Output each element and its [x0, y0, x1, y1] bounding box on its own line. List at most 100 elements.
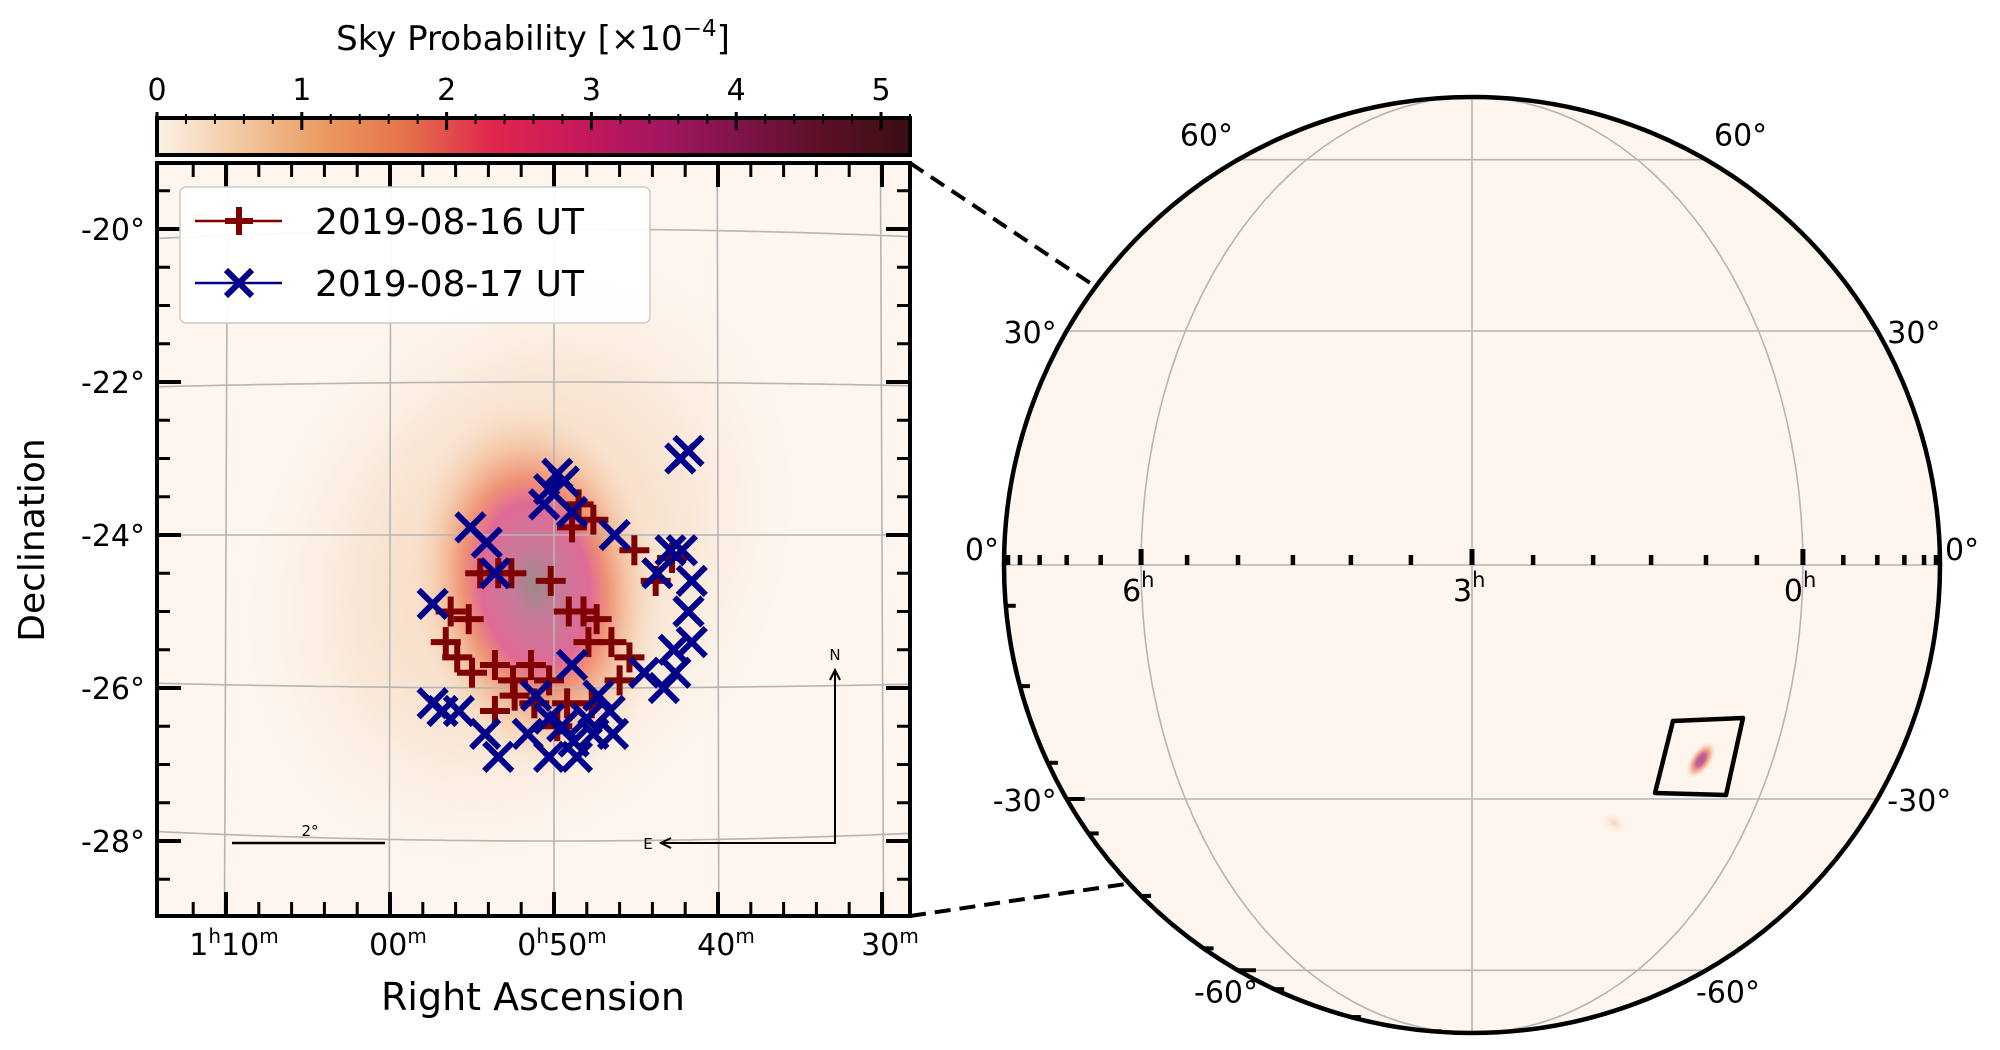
x-tick-label: 40m [697, 924, 755, 963]
x-marker [654, 534, 687, 567]
x-tick-minute-unit: m [587, 924, 606, 948]
x-tick-minute: 10 [221, 928, 259, 963]
globe-lat-label: -30° [1887, 784, 1951, 819]
globe-lat-label: 30° [1887, 316, 1940, 351]
x-marker [519, 679, 553, 712]
x-marker-b [532, 740, 566, 773]
x-tick-hour-unit: h [536, 924, 549, 948]
x-marker [468, 717, 502, 751]
y-axis-label: Declination [12, 438, 53, 642]
compass: N E [643, 646, 841, 853]
x-marker [478, 557, 512, 590]
x-marker-b [672, 595, 705, 628]
x-marker-b [654, 534, 687, 567]
ra-gridline [879, 165, 885, 914]
colorbar: Sky Probability [×10−4] 0 1 2 3 4 5 [147, 16, 912, 157]
globe-equator-ticks [1004, 549, 1940, 565]
x-marker-b [478, 557, 512, 590]
x-marker-icon [223, 267, 255, 299]
x-marker [560, 740, 594, 773]
x-axis-label: Right Ascension [381, 975, 685, 1019]
x-marker [470, 526, 503, 559]
plus-marker [496, 558, 527, 589]
x-tick-label: 30m [861, 924, 919, 963]
x-marker-b [560, 740, 594, 773]
legend-box [179, 186, 651, 324]
plus-marker-icon [225, 207, 253, 235]
x-marker-b [454, 511, 487, 544]
x-marker-b [628, 656, 661, 689]
x-marker [628, 656, 661, 689]
globe-ra-hour: 3 [1453, 574, 1472, 609]
legend-entry-0817[interactable]: 2019-08-17 UT [195, 264, 585, 305]
x-tick-hour: 1 [189, 928, 208, 963]
x-marker [665, 534, 699, 567]
legend-label-0816: 2019-08-16 UT [315, 202, 585, 243]
colorbar-tick-label: 2 [437, 73, 456, 108]
dec-gridline [159, 830, 908, 842]
x-tick-hour-unit: h [208, 924, 221, 948]
x-tick-hour: 0 [517, 928, 536, 963]
x-tick-minute-unit: m [899, 924, 918, 948]
compass-north-arrow-icon [829, 667, 841, 681]
plus-marker [535, 565, 566, 596]
plus-marker [430, 627, 461, 658]
colorbar-tick-label: 5 [871, 73, 890, 108]
globe-ra-label: 3h [1453, 568, 1485, 609]
x-marker-b [442, 694, 476, 728]
x-tick-label: 1h10m [189, 924, 278, 963]
x-marker-b [570, 702, 603, 735]
x-marker-b [468, 717, 502, 751]
compass-north-label: N [829, 646, 840, 664]
x-tick-minute-unit: m [259, 924, 278, 948]
x-tick-minute: 50 [549, 928, 587, 963]
x-marker-b [528, 488, 561, 521]
legend-entry-0816[interactable]: 2019-08-16 UT [195, 202, 585, 243]
x-marker [482, 740, 515, 773]
globe-probability-region [1685, 740, 1717, 780]
x-marker [555, 495, 589, 529]
series-2019-08-17 [416, 434, 708, 773]
plus-marker [453, 604, 484, 635]
y-tick-label: -26° [81, 672, 145, 707]
compass-lines [663, 672, 836, 844]
legend-label-0817: 2019-08-17 UT [315, 264, 585, 305]
colorbar-tick-label: 0 [147, 73, 166, 108]
compass-east-label: E [643, 835, 652, 853]
colorbar-title: Sky Probability [×10−4] [336, 16, 730, 59]
globe-ra-unit: h [1472, 568, 1485, 592]
x-marker-b [482, 740, 515, 773]
x-marker [555, 648, 589, 682]
panel-frame [155, 161, 912, 918]
x-marker-b [470, 526, 503, 559]
globe-ra-label: 6h [1122, 568, 1154, 609]
plus-marker [573, 627, 604, 658]
plus-marker [516, 650, 547, 681]
x-marker [672, 595, 705, 628]
plus-marker [499, 680, 530, 711]
x-marker-b [511, 717, 544, 751]
plus-marker [557, 512, 588, 543]
scale-bar: 2° [232, 822, 385, 845]
x-marker-b [641, 557, 674, 590]
x-marker-b [647, 671, 681, 705]
plus-marker [619, 535, 650, 566]
x-marker-b [675, 625, 708, 659]
x-marker [675, 625, 708, 659]
x-marker-b [598, 518, 631, 552]
plus-marker [457, 657, 487, 688]
colorbar-tick-label: 3 [582, 73, 601, 108]
panel-tick-labels: -20°-22°-24°-26°-28°1h10m 00m 0h50m 40m 30m [81, 213, 919, 963]
legend: 2019-08-16 UT 2019-08-17 UT [179, 186, 651, 324]
x-marker-b [675, 564, 708, 598]
y-tick-label: -20° [81, 213, 145, 248]
x-marker-b [664, 442, 697, 475]
plus-marker [534, 665, 565, 696]
inset-box [1652, 715, 1746, 798]
globe-ra-label: 0h [1784, 568, 1816, 609]
y-tick-label: -28° [81, 825, 145, 860]
globe-lat-label: -60° [1194, 975, 1258, 1010]
x-tick-minute: 40 [697, 928, 735, 963]
x-tick-minute-unit: m [407, 924, 426, 948]
globe-ra-unit: h [1803, 568, 1816, 592]
